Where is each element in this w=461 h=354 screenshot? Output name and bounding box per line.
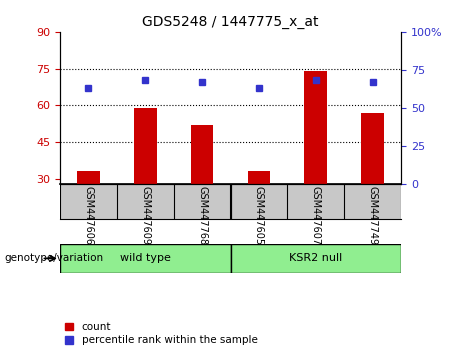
Bar — [361, 113, 384, 184]
Text: genotype/variation: genotype/variation — [5, 253, 104, 263]
Text: GSM447605: GSM447605 — [254, 187, 264, 246]
Bar — [77, 171, 100, 184]
Title: GDS5248 / 1447775_x_at: GDS5248 / 1447775_x_at — [142, 16, 319, 29]
Text: GSM447609: GSM447609 — [140, 187, 150, 245]
Bar — [304, 71, 327, 184]
Text: GSM447606: GSM447606 — [83, 187, 94, 245]
Legend: count, percentile rank within the sample: count, percentile rank within the sample — [65, 322, 258, 345]
Bar — [230, 244, 401, 273]
Bar — [191, 125, 213, 184]
Text: GSM447768: GSM447768 — [197, 187, 207, 246]
Text: GSM447607: GSM447607 — [311, 187, 321, 246]
Bar — [248, 171, 270, 184]
Bar — [134, 108, 157, 184]
Text: KSR2 null: KSR2 null — [289, 253, 343, 263]
Text: wild type: wild type — [120, 253, 171, 263]
Bar — [60, 244, 230, 273]
Text: GSM447749: GSM447749 — [367, 187, 378, 246]
